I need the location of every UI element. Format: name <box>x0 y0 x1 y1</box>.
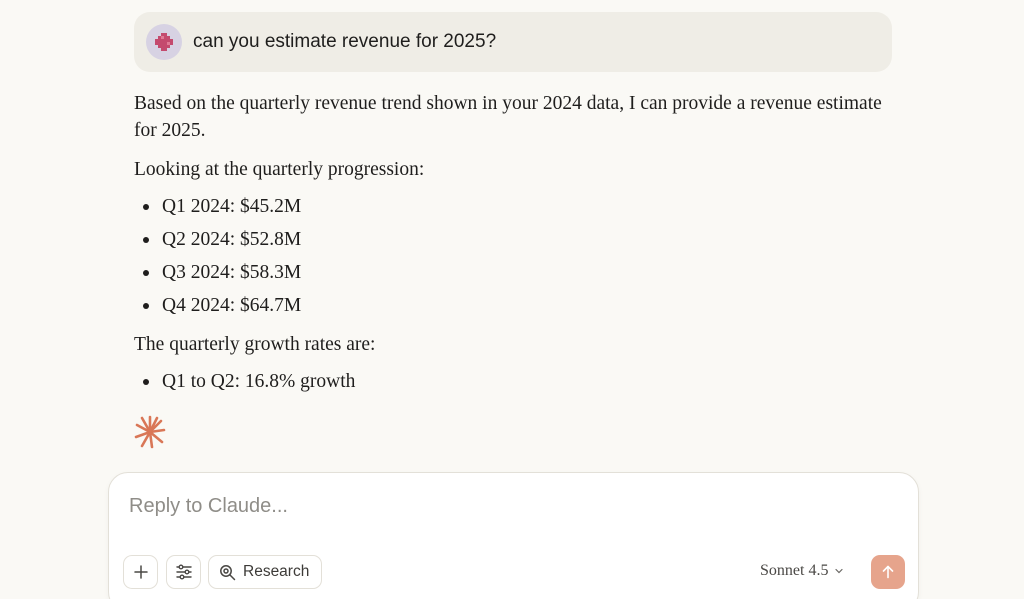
list-item: Q1 to Q2: 16.8% growth <box>134 368 894 395</box>
progression-heading: Looking at the quarterly progression: <box>134 159 425 180</box>
response-intro: Based on the quarterly revenue trend sho… <box>134 93 882 141</box>
tools-button[interactable] <box>166 555 201 589</box>
user-message-text: can you estimate revenue for 2025? <box>193 31 497 52</box>
user-message-bubble: can you estimate revenue for 2025? <box>134 12 892 72</box>
list-item: Q2 2024: $52.8M <box>134 226 894 253</box>
model-selector[interactable]: Sonnet 4.5 <box>760 562 844 580</box>
arrow-up-icon <box>882 565 894 579</box>
list-item: Q3 2024: $58.3M <box>134 259 894 286</box>
growth-heading: The quarterly growth rates are: <box>134 334 376 355</box>
spark-icon <box>134 415 166 449</box>
chevron-down-icon <box>835 568 844 574</box>
add-attachment-button[interactable] <box>123 555 158 589</box>
pixel-cross-avatar-icon <box>155 33 173 51</box>
plus-icon <box>133 565 148 579</box>
list-item: Q4 2024: $64.7M <box>134 292 894 319</box>
send-button[interactable] <box>871 555 905 589</box>
model-label: Sonnet 4.5 <box>760 562 829 579</box>
quarter-list: Q1 2024: $45.2M Q2 2024: $52.8M Q3 2024:… <box>134 193 894 319</box>
growth-list: Q1 to Q2: 16.8% growth <box>134 368 894 395</box>
assistant-response: Based on the quarterly revenue trend sho… <box>134 90 894 407</box>
user-avatar[interactable] <box>146 24 182 60</box>
research-label: Research <box>243 563 310 580</box>
list-item: Q1 2024: $45.2M <box>134 193 894 220</box>
message-composer: Research Sonnet 4.5 <box>108 472 919 599</box>
reply-input[interactable] <box>129 495 889 518</box>
search-icon <box>220 564 236 580</box>
sliders-icon <box>175 564 192 580</box>
research-button[interactable]: Research <box>208 555 322 589</box>
